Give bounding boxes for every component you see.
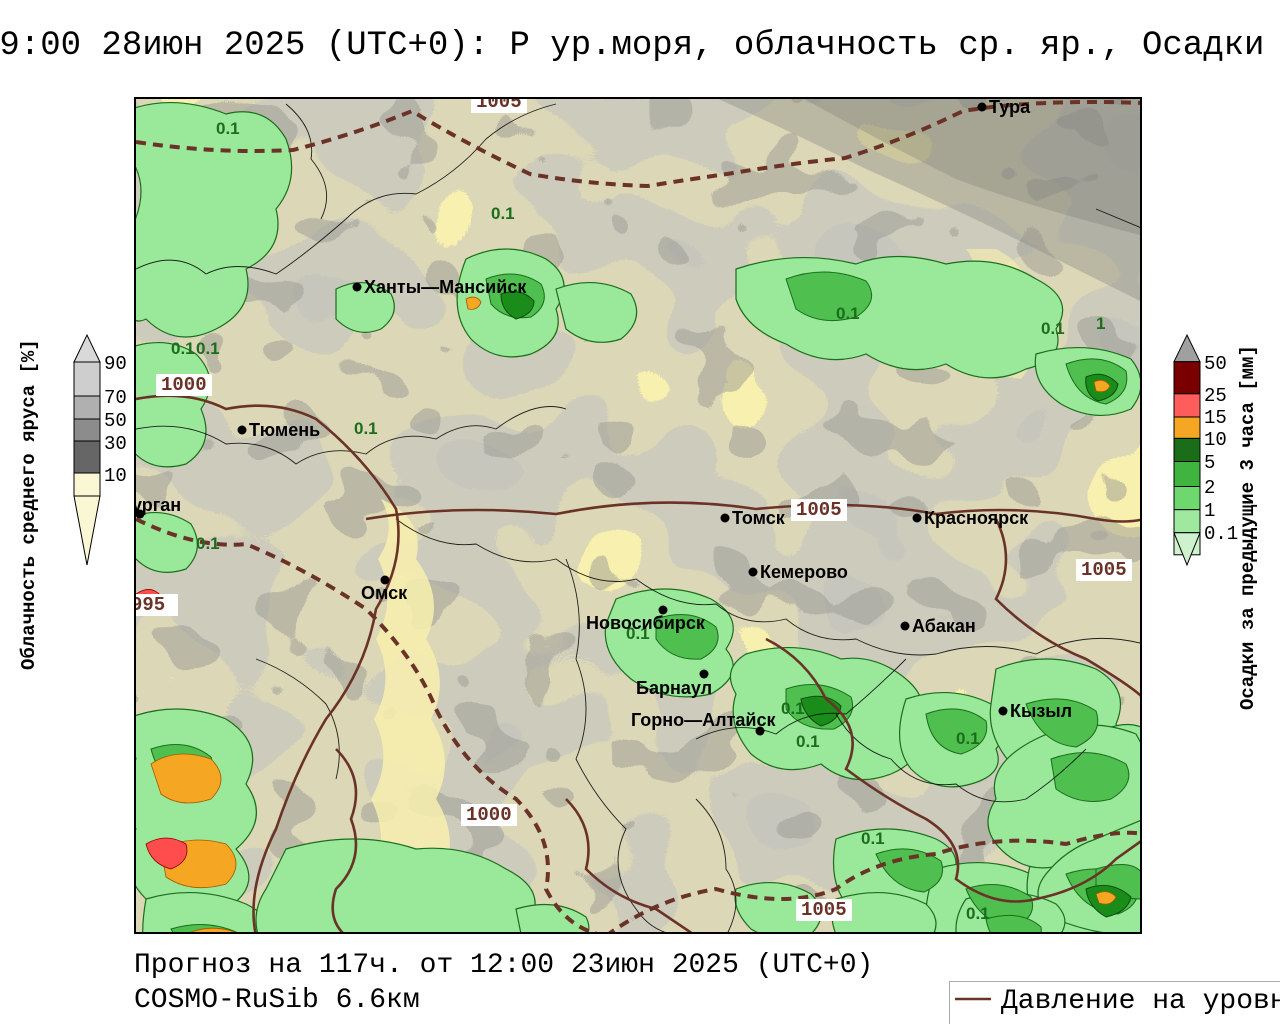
svg-text:0.1: 0.1 (171, 339, 195, 358)
svg-text:Тюмень: Тюмень (249, 420, 320, 440)
svg-text:0.1: 0.1 (836, 304, 860, 323)
svg-text:30: 30 (104, 433, 127, 455)
svg-text:10: 10 (104, 465, 127, 487)
svg-text:50: 50 (104, 410, 127, 432)
svg-text:0.1: 0.1 (1041, 319, 1065, 338)
svg-text:0.1: 0.1 (354, 419, 378, 438)
svg-text:1: 1 (1096, 314, 1105, 333)
svg-text:Барнаул: Барнаул (636, 678, 712, 698)
svg-text:1005: 1005 (796, 499, 842, 521)
svg-text:0.1: 0.1 (216, 119, 240, 138)
svg-text:5: 5 (1204, 452, 1215, 474)
svg-text:0.1: 0.1 (861, 829, 885, 848)
svg-text:1005: 1005 (476, 99, 522, 113)
svg-text:Ханты—Мансийск: Ханты—Мансийск (364, 277, 527, 297)
svg-text:15: 15 (1204, 407, 1227, 429)
svg-text:50: 50 (1204, 353, 1227, 375)
svg-text:Омск: Омск (361, 583, 408, 603)
svg-text:Кызыл: Кызыл (1010, 701, 1072, 721)
svg-text:1: 1 (1204, 500, 1215, 522)
svg-text:Красноярск: Красноярск (924, 508, 1029, 528)
svg-text:1005: 1005 (1081, 559, 1127, 581)
svg-text:10: 10 (1204, 429, 1227, 451)
svg-text:1000: 1000 (161, 374, 207, 396)
svg-text:1000: 1000 (466, 804, 512, 826)
svg-text:25: 25 (1204, 385, 1227, 407)
svg-text:Курган: Курган (136, 495, 181, 515)
svg-text:0.1: 0.1 (796, 732, 820, 751)
svg-text:Тура: Тура (989, 99, 1031, 117)
svg-text:90: 90 (104, 353, 127, 375)
svg-text:0.1: 0.1 (1204, 523, 1238, 545)
svg-text:Абакан: Абакан (912, 616, 976, 636)
svg-text:0.1: 0.1 (491, 204, 515, 223)
svg-text:995: 995 (136, 594, 165, 616)
svg-text:0.1: 0.1 (956, 729, 980, 748)
svg-text:1005: 1005 (801, 899, 847, 921)
svg-text:2: 2 (1204, 477, 1215, 499)
svg-text:0.1: 0.1 (1141, 484, 1142, 503)
svg-text:Горно—Алтайск: Горно—Алтайск (631, 710, 777, 730)
svg-text:0.1: 0.1 (966, 904, 990, 923)
svg-text:Новосибирск: Новосибирск (586, 613, 706, 633)
svg-text:0.1: 0.1 (781, 699, 805, 718)
svg-text:Кемерово: Кемерово (760, 562, 848, 582)
svg-text:70: 70 (104, 387, 127, 409)
svg-text:0.1: 0.1 (196, 339, 220, 358)
svg-text:Томск: Томск (732, 508, 786, 528)
svg-text:0.1: 0.1 (196, 534, 220, 553)
